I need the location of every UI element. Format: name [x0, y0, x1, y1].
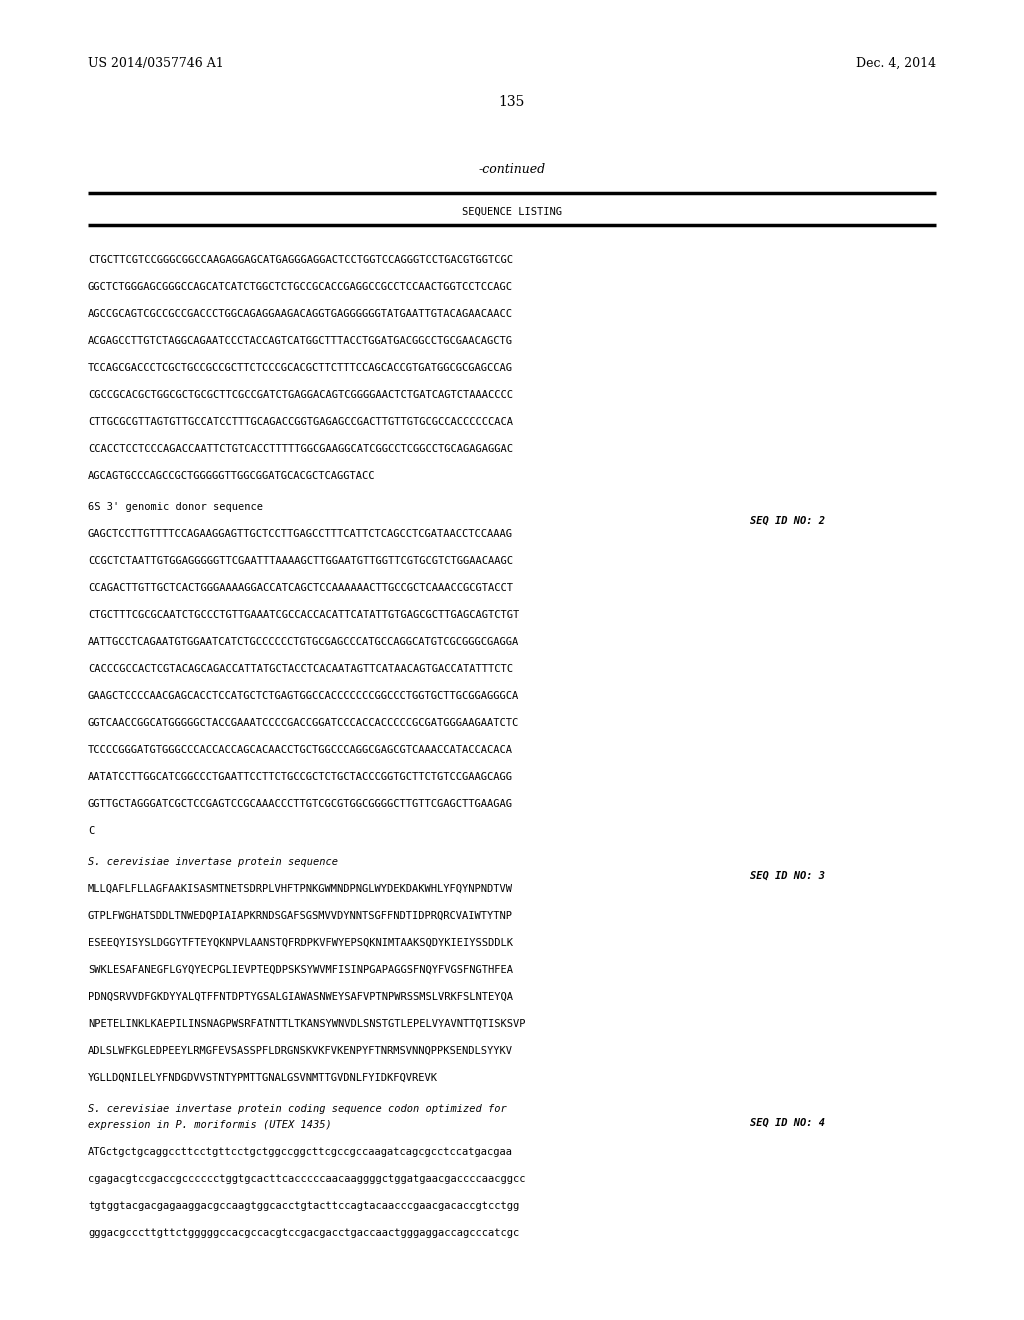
Text: SEQUENCE LISTING: SEQUENCE LISTING [462, 207, 562, 216]
Text: AATTGCCTCAGAATGTGGAATCATCTGCCCCCCTGTGCGAGCCCATGCCAGGCATGTCGCGGGCGAGGA: AATTGCCTCAGAATGTGGAATCATCTGCCCCCCTGTGCGA… [88, 638, 519, 647]
Text: Dec. 4, 2014: Dec. 4, 2014 [856, 57, 936, 70]
Text: SEQ ID NO: 2: SEQ ID NO: 2 [750, 516, 825, 525]
Text: ATGctgctgcaggccttcctgttcctgctggccggcttcgccgccaagatcagcgcctccatgacgaa: ATGctgctgcaggccttcctgttcctgctggccggcttcg… [88, 1147, 513, 1158]
Text: SWKLESAFANEGFLGYQYECPGLIEVPTEQDPSKSYWVMFISINPGAPAGGSFNQYFVGSFNGTHFEA: SWKLESAFANEGFLGYQYECPGLIEVPTEQDPSKSYWVMF… [88, 965, 513, 975]
Text: GGTTGCTAGGGATCGCTCCGAGTCCGCAAACCCTTGTCGCGTGGCGGGGCTTGTTCGAGCTTGAAGAG: GGTTGCTAGGGATCGCTCCGAGTCCGCAAACCCTTGTCGC… [88, 799, 513, 809]
Text: ESEEQYISYSLDGGYTFTEYQKNPVLAANSTQFRDPKVFWYEPSQKNIMTAAKSQDYKIEIYSSDDLK: ESEEQYISYSLDGGYTFTEYQKNPVLAANSTQFRDPKVFW… [88, 939, 513, 948]
Text: ACGAGCCTTGTCTAGGCAGAATCCCTACCAGTCATGGCTTTACCTGGATGACGGCCTGCGAACAGCTG: ACGAGCCTTGTCTAGGCAGAATCCCTACCAGTCATGGCTT… [88, 337, 513, 346]
Text: CCACCTCCTCCCAGACCAATTCTGTCACCTTTTTGGCGAAGGCATCGGCCTCGGCCTGCAGAGAGGAC: CCACCTCCTCCCAGACCAATTCTGTCACCTTTTTGGCGAA… [88, 444, 513, 454]
Text: GTPLFWGHATSDDLTNWEDQPIAIAPKRNDSGAFSGSMVVDYNNTSGFFNDTIDPRQRCVAIWTYTNP: GTPLFWGHATSDDLTNWEDQPIAIAPKRNDSGAFSGSMVV… [88, 911, 513, 921]
Text: AGCAGTGCCCAGCCGCTGGGGGTTGGCGGATGCACGCTCAGGTACC: AGCAGTGCCCAGCCGCTGGGGGTTGGCGGATGCACGCTCA… [88, 471, 376, 480]
Text: -continued: -continued [478, 162, 546, 176]
Text: CACCCGCCACTCGTACAGCAGACCATTATGCTACCTCACAATAGTTCATAACAGTGACCATATTTCTC: CACCCGCCACTCGTACAGCAGACCATTATGCTACCTCACA… [88, 664, 513, 675]
Text: GAAGCTCCCCAACGAGCACCTCCATGCTCTGAGTGGCCACCCCCCCGGCCCTGGTGCTTGCGGAGGGCA: GAAGCTCCCCAACGAGCACCTCCATGCTCTGAGTGGCCAC… [88, 690, 519, 701]
Text: PDNQSRVVDFGKDYYALQTFFNTDPTYGSALGIAWASNWEYSAFVPTNPWRSSMSLVRKFSLNTEYQA: PDNQSRVVDFGKDYYALQTFFNTDPTYGSALGIAWASNWE… [88, 993, 513, 1002]
Text: TCCCCGGGATGTGGGCCCACCACCAGCACAACCTGCTGGCCCAGGCGAGCGTCAAACCATACCACACA: TCCCCGGGATGTGGGCCCACCACCAGCACAACCTGCTGGC… [88, 744, 513, 755]
Text: S. cerevisiae invertase protein coding sequence codon optimized for: S. cerevisiae invertase protein coding s… [88, 1104, 507, 1114]
Text: CTTGCGCGTTAGTGTTGCCATCCTTTGCAGACCGGTGAGAGCCGACTTGTTGTGCGCCACCCCCCACA: CTTGCGCGTTAGTGTTGCCATCCTTTGCAGACCGGTGAGA… [88, 417, 513, 426]
Text: CCGCTCTAATTGTGGAGGGGGTTCGAATTTAAAAGCTTGGAATGTTGGTTCGTGCGTCTGGAACAAGC: CCGCTCTAATTGTGGAGGGGGTTCGAATTTAAAAGCTTGG… [88, 556, 513, 566]
Text: GAGCTCCTTGTTTTCCAGAAGGAGTTGCTCCTTGAGCCTTTCATTCTCAGCCTCGATAACCTCCAAAG: GAGCTCCTTGTTTTCCAGAAGGAGTTGCTCCTTGAGCCTT… [88, 529, 513, 539]
Text: tgtggtacgacgagaaggacgccaagtggcacctgtacttccagtacaacccgaacgacaccgtcctgg: tgtggtacgacgagaaggacgccaagtggcacctgtactt… [88, 1201, 519, 1210]
Text: 6S 3' genomic donor sequence: 6S 3' genomic donor sequence [88, 502, 263, 512]
Text: GGTCAACCGGCATGGGGGCTACCGAAATCCCCGACCGGATCCCACCACCCCCGCGATGGGAAGAATCTC: GGTCAACCGGCATGGGGGCTACCGAAATCCCCGACCGGAT… [88, 718, 519, 729]
Text: NPETELINKLKAEPILINSNAGPWSRFATNTTLTKANSYWNVDLSNSTGTLEPELVYAVNTTQTISKSVP: NPETELINKLKAEPILINSNAGPWSRFATNTTLTKANSYW… [88, 1019, 525, 1030]
Text: C: C [88, 826, 94, 836]
Text: cgagacgtccgaccgcccccctggtgcacttcacccccaacaaggggctggatgaacgaccccaacggcc: cgagacgtccgaccgcccccctggtgcacttcacccccaa… [88, 1173, 525, 1184]
Text: CTGCTTTCGCGCAATCTGCCCTGTTGAAATCGCCACCACATTCATATTGTGAGCGCTTGAGCAGTCTGT: CTGCTTTCGCGCAATCTGCCCTGTTGAAATCGCCACCACA… [88, 610, 519, 620]
Text: GGCTCTGGGAGCGGGCCAGCATCATCTGGCTCTGCCGCACCGAGGCCGCCTCCAACTGGTCCTCCAGC: GGCTCTGGGAGCGGGCCAGCATCATCTGGCTCTGCCGCAC… [88, 282, 513, 292]
Text: YGLLDQNILELYFNDGDVVSTNTYPMTTGNALGSVNMTTGVDNLFYIDKFQVREVK: YGLLDQNILELYFNDGDVVSTNTYPMTTGNALGSVNMTTG… [88, 1073, 438, 1082]
Text: 135: 135 [499, 95, 525, 110]
Text: CGCCGCACGCTGGCGCTGCGCTTCGCCGATCTGAGGACAGTCGGGGAACTCTGATCAGTCTAAACCCC: CGCCGCACGCTGGCGCTGCGCTTCGCCGATCTGAGGACAG… [88, 389, 513, 400]
Text: MLLQAFLFLLAGFAAKISASMTNETSDRPLVHFTPNKGWMNDPNGLWYDEKDAKWHLYFQYNPNDTVW: MLLQAFLFLLAGFAAKISASMTNETSDRPLVHFTPNKGWM… [88, 884, 513, 894]
Text: expression in P. moriformis (UTEX 1435): expression in P. moriformis (UTEX 1435) [88, 1119, 332, 1130]
Text: CCAGACTTGTTGCTCACTGGGAAAAGGACCATCAGCTCCAAAAAACTTGCCGCTCAAACCGCGTACCT: CCAGACTTGTTGCTCACTGGGAAAAGGACCATCAGCTCCA… [88, 583, 513, 593]
Text: AATATCCTTGGCATCGGCCCTGAATTCCTTCTGCCGCTCTGCTACCCGGTGCTTCTGTCCGAAGCAGG: AATATCCTTGGCATCGGCCCTGAATTCCTTCTGCCGCTCT… [88, 772, 513, 781]
Text: US 2014/0357746 A1: US 2014/0357746 A1 [88, 57, 224, 70]
Text: S. cerevisiae invertase protein sequence: S. cerevisiae invertase protein sequence [88, 857, 338, 867]
Text: gggacgcccttgttctgggggccacgccacgtccgacgacctgaccaactgggaggaccagcccatcgc: gggacgcccttgttctgggggccacgccacgtccgacgac… [88, 1228, 519, 1238]
Text: CTGCTTCGTCCGGGCGGCCAAGAGGAGCATGAGGGAGGACTCCTGGTCCAGGGTCCTGACGTGGTCGC: CTGCTTCGTCCGGGCGGCCAAGAGGAGCATGAGGGAGGAC… [88, 255, 513, 265]
Text: AGCCGCAGTCGCCGCCGACCCTGGCAGAGGAAGACAGGTGAGGGGGGTATGAATTGTACAGAACAACC: AGCCGCAGTCGCCGCCGACCCTGGCAGAGGAAGACAGGTG… [88, 309, 513, 319]
Text: SEQ ID NO: 3: SEQ ID NO: 3 [750, 871, 825, 880]
Text: ADLSLWFKGLEDPEEYLRMGFEVSASSPFLDRGNSKVKFVKENPYFTNRMSVNNQPPKSENDLSYYKV: ADLSLWFKGLEDPEEYLRMGFEVSASSPFLDRGNSKVKFV… [88, 1045, 513, 1056]
Text: SEQ ID NO: 4: SEQ ID NO: 4 [750, 1118, 825, 1129]
Text: TCCAGCGACCCTCGCTGCCGCCGCTTCTCCCGCACGCTTCTTTCCAGCACCGTGATGGCGCGAGCCAG: TCCAGCGACCCTCGCTGCCGCCGCTTCTCCCGCACGCTTC… [88, 363, 513, 374]
